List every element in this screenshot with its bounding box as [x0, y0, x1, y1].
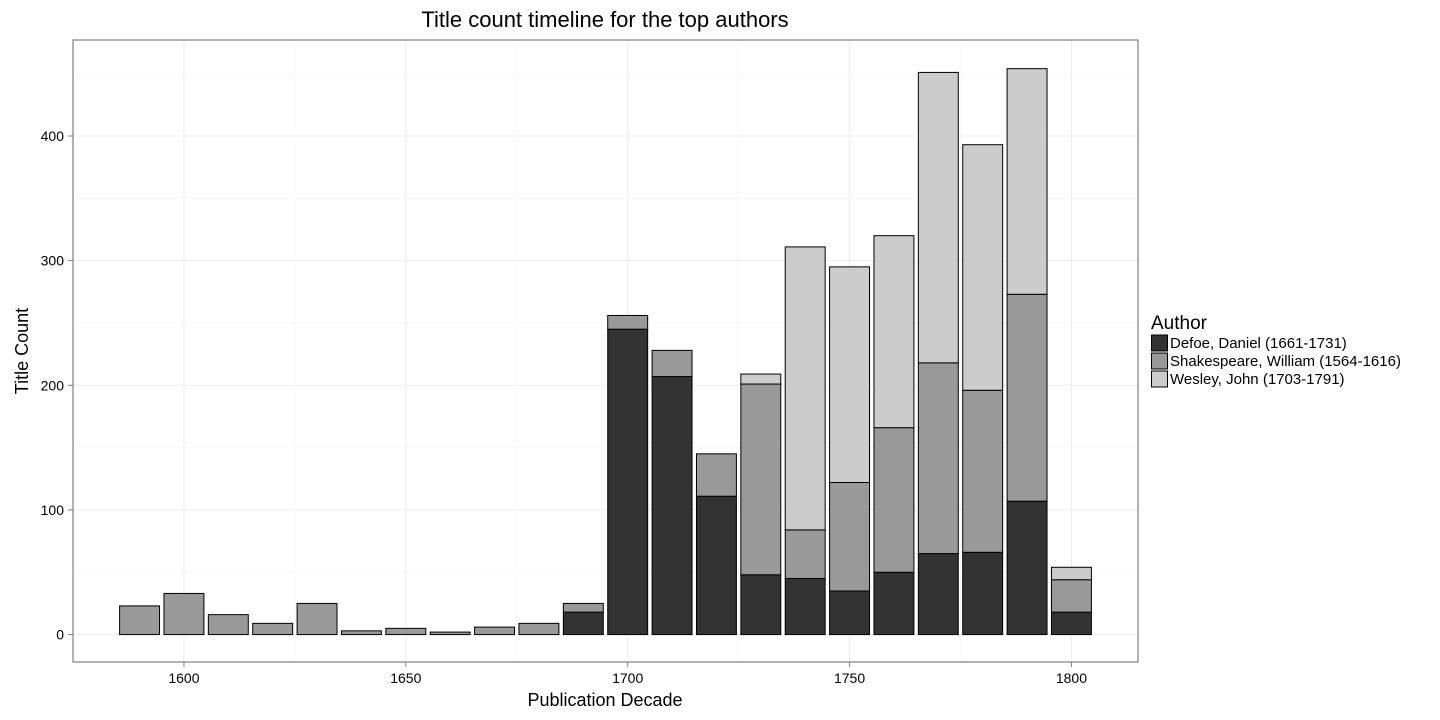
bar-segment-2-1700 [607, 314, 649, 330]
bar-segment-2-1650 [385, 627, 427, 636]
legend-key-3 [1151, 370, 1168, 388]
y-axis: 0 100 200 300 400 [41, 128, 73, 643]
x-tick-label: 1750 [834, 670, 865, 686]
bar-segment-1-1740 [784, 577, 826, 636]
bar-segment-2-1610 [207, 614, 249, 636]
plot-border [72, 39, 1139, 663]
bar-segment-2-1590 [119, 605, 161, 636]
bar-segment-1-1760 [873, 571, 915, 636]
bar-segment-1-1700 [607, 328, 649, 636]
bar-segment-1-1790 [1006, 500, 1048, 636]
y-tick-label: 0 [56, 627, 64, 643]
bars [119, 68, 1092, 636]
bar-segment-3-1740 [784, 246, 826, 531]
legend: Author Defoe, Daniel (1661-1731)Shakespe… [1151, 313, 1401, 388]
bar-segment-1-1780 [962, 551, 1004, 636]
bar-segment-3-1750 [829, 266, 871, 484]
bar-segment-2-1640 [340, 630, 382, 636]
bar-segment-2-1600 [163, 592, 205, 636]
legend-label-2: Shakespeare, William (1564-1616) [1170, 353, 1401, 370]
bar-segment-3-1730 [740, 373, 782, 385]
bar-segment-2-1690 [562, 602, 604, 613]
bar-segment-2-1800 [1050, 579, 1092, 613]
chart-title: Title count timeline for the top authors [421, 7, 788, 32]
bar-segment-1-1690 [562, 611, 604, 636]
x-axis-title: Publication Decade [527, 690, 682, 710]
bar-segment-1-1800 [1050, 611, 1092, 636]
bar-segment-1-1720 [695, 495, 737, 636]
x-tick-label: 1700 [612, 670, 643, 686]
x-tick-label: 1600 [168, 670, 199, 686]
y-tick-label: 300 [41, 253, 65, 269]
y-tick-label: 400 [41, 128, 65, 144]
bar-segment-2-1780 [962, 389, 1004, 553]
legend-key-2 [1151, 352, 1168, 370]
bar-segment-2-1720 [695, 453, 737, 497]
x-tick-label: 1650 [390, 670, 421, 686]
bar-segment-2-1680 [518, 622, 560, 636]
bar-segment-2-1740 [784, 529, 826, 579]
bar-segment-2-1630 [296, 602, 338, 636]
bar-segment-2-1730 [740, 383, 782, 576]
x-axis: 1600 1650 1700 1750 1800 [168, 662, 1087, 686]
bar-segment-2-1770 [917, 362, 959, 555]
bar-segment-1-1710 [651, 376, 693, 636]
bar-segment-3-1760 [873, 235, 915, 429]
y-tick-label: 100 [41, 502, 65, 518]
bar-segment-2-1710 [651, 349, 693, 378]
legend-title: Author [1151, 313, 1208, 334]
bar-segment-1-1770 [917, 553, 959, 636]
bar-segment-3-1770 [917, 71, 959, 364]
y-tick-label: 200 [41, 377, 65, 393]
bar-segment-2-1750 [829, 482, 871, 592]
legend-key-1 [1151, 334, 1168, 352]
bar-segment-1-1750 [829, 590, 871, 636]
bar-segment-2-1670 [474, 626, 516, 636]
bar-segment-3-1780 [962, 144, 1004, 391]
x-tick-label: 1800 [1056, 670, 1087, 686]
y-axis-title: Title Count [12, 308, 32, 394]
bar-segment-2-1660 [429, 631, 471, 636]
bar-segment-3-1800 [1050, 566, 1092, 581]
bar-segment-3-1790 [1006, 68, 1048, 295]
bar-segment-2-1620 [252, 622, 294, 636]
legend-label-1: Defoe, Daniel (1661-1731) [1170, 335, 1347, 352]
bar-segment-2-1760 [873, 427, 915, 573]
legend-label-3: Wesley, John (1703-1791) [1170, 371, 1345, 388]
bar-segment-1-1730 [740, 574, 782, 636]
bar-segment-2-1790 [1006, 293, 1048, 502]
